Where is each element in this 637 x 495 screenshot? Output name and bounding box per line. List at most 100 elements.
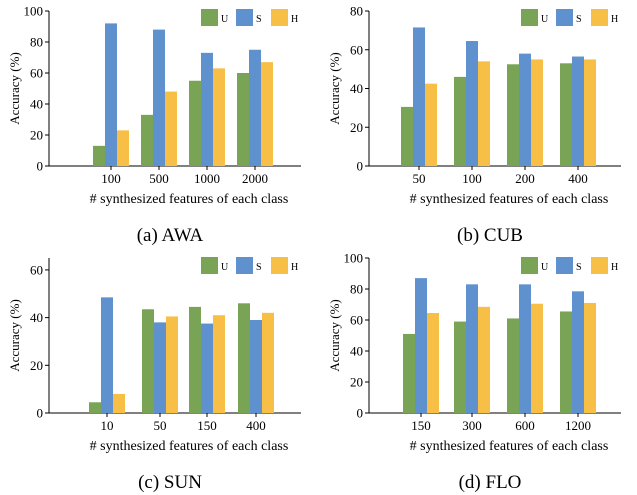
y-tick-label: 80 xyxy=(350,282,363,297)
y-tick-label: 0 xyxy=(357,406,364,421)
chart-panel-2: 0 20 40 60 80 Accuracy (%) 50 100 200 400 # synthe… xyxy=(327,4,621,246)
y-tick-label: 60 xyxy=(350,313,363,328)
bar-s xyxy=(105,23,117,167)
legend-swatch-h xyxy=(591,9,608,26)
bar-s xyxy=(250,320,262,413)
bar-u xyxy=(93,145,105,166)
legend-label-h: H xyxy=(291,14,298,25)
legend-label-u: U xyxy=(541,14,549,25)
legend-swatch-h xyxy=(271,9,288,26)
bar-s xyxy=(415,278,427,413)
bar-s xyxy=(466,41,478,166)
x-tick-label: 100 xyxy=(462,171,482,186)
y-tick-label: 60 xyxy=(30,262,43,277)
x-tick-label: 150 xyxy=(197,418,217,433)
x-tick-label: 150 xyxy=(411,418,431,433)
bar-h xyxy=(478,306,490,413)
legend-swatch-u xyxy=(201,257,218,274)
legend-swatch-s xyxy=(236,9,253,26)
y-tick-label: 40 xyxy=(350,81,363,96)
bar-u xyxy=(189,80,201,166)
bar-h xyxy=(261,62,273,166)
legend-swatch-h xyxy=(271,257,288,274)
y-tick-label: 0 xyxy=(37,406,44,421)
bar-h xyxy=(113,393,125,413)
legend-label-s: S xyxy=(576,262,582,273)
bar-u xyxy=(507,318,519,413)
legend-swatch-u xyxy=(521,257,538,274)
y-tick-label: 40 xyxy=(30,310,43,325)
x-tick-label: 400 xyxy=(246,418,266,433)
legend-label-h: H xyxy=(611,14,618,25)
y-axis-title: Accuracy (%) xyxy=(327,52,342,125)
legend-label-s: S xyxy=(256,262,262,273)
legend-label-s: S xyxy=(256,14,262,25)
bar-h xyxy=(584,302,596,413)
bar-h xyxy=(165,91,177,166)
legend-label-h: H xyxy=(611,262,618,273)
bar-s xyxy=(466,284,478,413)
y-tick-label: 0 xyxy=(357,159,364,174)
bar-h xyxy=(262,312,274,413)
bar-u xyxy=(403,333,415,413)
bar-h xyxy=(531,59,543,166)
y-tick-label: 100 xyxy=(24,4,44,19)
bar-h xyxy=(213,68,225,166)
legend-swatch-s xyxy=(556,9,573,26)
x-tick-label: 2000 xyxy=(242,171,268,186)
x-tick-label: 500 xyxy=(149,171,169,186)
y-axis-title: Accuracy (%) xyxy=(7,299,22,372)
bar-s xyxy=(413,27,425,166)
bar-h xyxy=(425,83,437,166)
x-axis-title: # synthesized features of each class xyxy=(410,439,609,454)
bar-h xyxy=(531,303,543,413)
bar-h xyxy=(166,316,178,413)
bar-h xyxy=(478,61,490,166)
x-tick-label: 10 xyxy=(101,418,114,433)
bar-s xyxy=(572,56,584,166)
bar-u xyxy=(401,106,413,166)
x-tick-label: 600 xyxy=(515,418,535,433)
legend-swatch-u xyxy=(201,9,218,26)
y-axis-title: Accuracy (%) xyxy=(327,299,342,372)
panel-caption: (a) AWA xyxy=(137,225,204,246)
bar-s xyxy=(249,49,261,166)
bar-s xyxy=(519,284,531,413)
bar-u xyxy=(454,76,466,166)
x-axis-title: # synthesized features of each class xyxy=(90,439,289,454)
bar-h xyxy=(117,130,129,166)
legend-label-u: U xyxy=(541,262,549,273)
y-tick-label: 60 xyxy=(350,42,363,57)
panel-caption: (c) SUN xyxy=(138,472,202,493)
x-tick-label: 400 xyxy=(568,171,588,186)
bar-h xyxy=(584,59,596,166)
bar-s xyxy=(201,323,213,413)
legend-label-s: S xyxy=(576,14,582,25)
bar-s xyxy=(519,53,531,166)
bar-u xyxy=(560,63,572,166)
y-tick-label: 40 xyxy=(30,97,43,112)
bar-u xyxy=(142,309,154,413)
bar-u xyxy=(89,402,101,413)
legend-label-u: U xyxy=(221,14,229,25)
panel-caption: (b) CUB xyxy=(457,225,523,246)
bar-s xyxy=(572,291,584,413)
y-axis-title: Accuracy (%) xyxy=(7,52,22,125)
x-tick-label: 1200 xyxy=(565,418,591,433)
x-tick-label: 100 xyxy=(101,171,121,186)
x-tick-label: 50 xyxy=(413,171,426,186)
x-tick-label: 200 xyxy=(515,171,535,186)
bar-u xyxy=(141,114,153,166)
bar-s xyxy=(154,322,166,413)
bar-u xyxy=(237,73,249,166)
x-axis-title: # synthesized features of each class xyxy=(410,192,609,207)
bar-h xyxy=(427,313,439,413)
y-tick-label: 60 xyxy=(30,66,43,81)
chart-panel-4: 0 20 40 60 80 100 Accuracy (%) 150 300 600 1200 # s… xyxy=(327,251,621,493)
panel-caption: (d) FLO xyxy=(459,472,522,493)
legend-swatch-s xyxy=(236,257,253,274)
legend-swatch-u xyxy=(521,9,538,26)
x-axis-title: # synthesized features of each class xyxy=(90,192,289,207)
legend-label-h: H xyxy=(291,262,298,273)
